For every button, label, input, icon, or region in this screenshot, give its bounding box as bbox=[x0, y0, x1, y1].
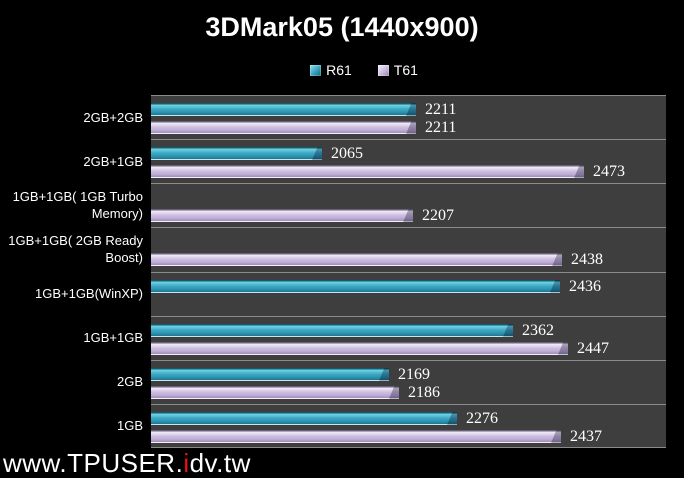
row-separator bbox=[151, 95, 666, 96]
bar-t61 bbox=[151, 121, 416, 134]
row-separator bbox=[151, 183, 666, 184]
category-label: 2GB+2GB bbox=[83, 109, 143, 125]
watermark-highlight: i bbox=[183, 448, 190, 478]
row-separator bbox=[151, 316, 666, 317]
bar-r61 bbox=[151, 367, 389, 381]
chart-legend: R61 T61 bbox=[22, 63, 684, 77]
category-label: 1GB bbox=[116, 418, 143, 434]
value-label: 2362 bbox=[522, 321, 554, 339]
bar-r61 bbox=[151, 323, 513, 337]
category-label: 1GB+1GB( 2GB Ready Boost) bbox=[8, 233, 143, 266]
legend-swatch-r61 bbox=[310, 64, 322, 76]
value-label: 2169 bbox=[398, 365, 430, 383]
row-separator bbox=[151, 272, 666, 273]
row-separator bbox=[151, 447, 666, 448]
category-label: 2GB+1GB bbox=[83, 153, 143, 169]
bar-t61 bbox=[151, 209, 413, 223]
row-separator bbox=[151, 139, 666, 140]
bar-t61 bbox=[151, 165, 584, 179]
category-label: 1GB+1GB(WinXP) bbox=[34, 286, 143, 302]
category-label: 1GB+1GB bbox=[83, 330, 143, 346]
watermark: www.TPUSER.idv.tw bbox=[3, 450, 251, 476]
category-label: 2GB bbox=[116, 374, 143, 390]
value-label: 2186 bbox=[408, 383, 440, 401]
bar-r61 bbox=[151, 279, 560, 293]
value-label: 2447 bbox=[577, 339, 609, 357]
value-label: 2436 bbox=[569, 277, 601, 295]
value-label: 2276 bbox=[466, 409, 498, 427]
legend-label: T61 bbox=[393, 62, 418, 78]
value-label: 2065 bbox=[331, 145, 363, 163]
watermark-prefix: www.TPUSER. bbox=[3, 448, 184, 478]
value-label: 2438 bbox=[571, 251, 603, 269]
value-label: 2207 bbox=[422, 207, 454, 225]
value-label: 2437 bbox=[570, 427, 602, 445]
bar-t61 bbox=[151, 341, 568, 355]
bar-t61 bbox=[151, 253, 562, 267]
bar-r61 bbox=[151, 103, 416, 116]
legend-item-r61: R61 bbox=[310, 63, 352, 77]
value-label: 2473 bbox=[593, 163, 625, 181]
bar-r61 bbox=[151, 147, 322, 161]
row-separator bbox=[151, 404, 666, 405]
row-separator bbox=[151, 227, 666, 228]
bar-t61 bbox=[151, 385, 399, 399]
chart-title: 3DMark05 (1440x900) bbox=[205, 12, 479, 42]
watermark-suffix: dv.tw bbox=[189, 448, 251, 478]
value-label: 2211 bbox=[425, 119, 457, 136]
bar-r61 bbox=[151, 411, 457, 425]
value-label: 2211 bbox=[425, 101, 457, 118]
row-separator bbox=[151, 360, 666, 361]
legend-item-t61: T61 bbox=[377, 62, 418, 78]
bar-t61 bbox=[151, 429, 561, 443]
legend-label: R61 bbox=[326, 62, 352, 78]
legend-swatch-t61 bbox=[377, 64, 389, 76]
category-label: 1GB+1GB( 1GB Turbo Memory) bbox=[12, 189, 143, 222]
